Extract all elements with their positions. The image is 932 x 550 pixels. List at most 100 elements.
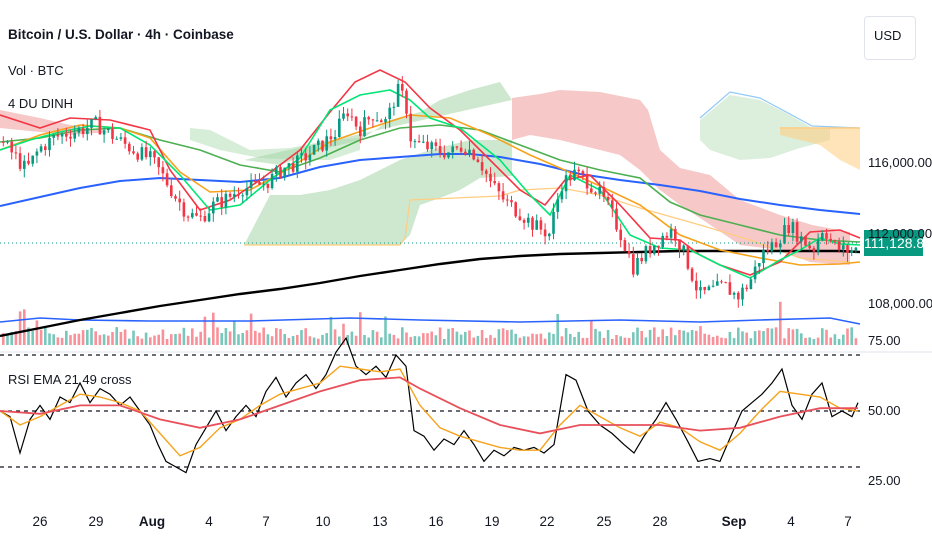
volume-bar — [18, 311, 22, 345]
volume-bar — [304, 328, 307, 345]
candle-body — [787, 225, 790, 233]
candle-body — [791, 222, 795, 233]
volume-bar — [791, 329, 795, 345]
volume-bar — [111, 332, 114, 345]
candle-body — [270, 173, 274, 188]
volume-bar — [325, 333, 328, 345]
volume-bar — [816, 337, 820, 345]
volume-bar — [182, 327, 186, 345]
volume-bar — [543, 338, 547, 345]
candle-body — [149, 151, 152, 158]
candle-body — [821, 233, 824, 240]
volume-bar — [266, 334, 270, 345]
volume-bar — [644, 337, 648, 345]
candle-body — [489, 173, 492, 182]
candle-body — [178, 198, 181, 203]
candle-body — [388, 107, 391, 119]
volume-bar — [417, 336, 421, 345]
volume-bar — [123, 329, 127, 345]
time-axis-label: 4 — [205, 514, 213, 529]
rsi-pane — [0, 336, 932, 474]
volume-bar — [245, 330, 249, 345]
chart-title: Bitcoin / U.S. Dollar · 4h · Coinbase — [8, 27, 234, 42]
candle-body — [829, 238, 832, 241]
candle-body — [724, 282, 727, 284]
candle-body — [606, 197, 610, 201]
candle-body — [581, 171, 585, 174]
volume-bar — [573, 337, 576, 345]
candle-body — [640, 258, 643, 262]
candle-body — [371, 119, 375, 121]
candle-body — [359, 126, 362, 137]
time-axis-label: Aug — [138, 514, 166, 529]
volume-bar — [98, 335, 102, 345]
candle-body — [543, 229, 547, 237]
candle-body — [182, 202, 186, 217]
volume-bar — [455, 331, 459, 345]
candle-body — [380, 120, 383, 123]
candle-body — [228, 193, 232, 197]
volume-bar — [690, 330, 694, 345]
volume-bar — [69, 335, 72, 345]
volume-bar — [241, 333, 244, 345]
volume-bar — [291, 336, 295, 345]
candle-body — [648, 246, 652, 254]
volume-bar — [560, 336, 564, 345]
price-candles — [2, 76, 858, 308]
volume-bar — [548, 332, 551, 345]
volume-bar — [350, 331, 354, 345]
ichimoku-cloud — [0, 82, 861, 265]
candle-body — [501, 191, 505, 200]
volume-bar — [300, 330, 303, 345]
cloud-segment — [780, 128, 860, 170]
volume-bar — [31, 330, 34, 345]
volume-bar — [52, 334, 55, 345]
candle-body — [627, 251, 631, 255]
candle-body — [237, 194, 240, 196]
volume-bar — [56, 337, 60, 345]
indicator-label[interactable]: 4 DU DINH — [8, 96, 74, 111]
candle-body — [81, 128, 85, 135]
volume-bar — [745, 332, 748, 345]
volume-bar — [606, 330, 610, 345]
candle-body — [808, 245, 811, 249]
candle-body — [459, 147, 463, 152]
volume-bar — [695, 330, 698, 345]
volume-bar — [758, 330, 761, 345]
volume-bar — [308, 336, 312, 345]
candle-body — [39, 146, 43, 152]
candle-body — [657, 245, 660, 248]
candle-body — [287, 163, 291, 168]
volume-bar — [825, 329, 828, 345]
volume-bar — [90, 327, 93, 345]
volume-bar — [220, 333, 223, 345]
rsi-ema49-line — [0, 376, 858, 435]
currency-button[interactable]: USD — [864, 16, 916, 60]
candle-body — [60, 133, 64, 137]
candle-body — [342, 113, 345, 119]
volume-bar — [199, 331, 202, 345]
volume-bar — [228, 331, 232, 345]
volume-bar — [23, 309, 26, 345]
volume-bar — [434, 335, 438, 345]
volume-bar — [770, 328, 774, 345]
candle-body — [73, 132, 76, 139]
volume-bar — [191, 328, 194, 345]
candle-body — [573, 169, 576, 181]
volume-bar — [661, 329, 664, 345]
volume-bar — [480, 330, 484, 345]
candle-body — [262, 183, 265, 185]
candle-body — [279, 167, 282, 178]
volume-bar — [367, 337, 370, 345]
volume-bar — [258, 332, 261, 345]
candle-body — [623, 240, 627, 251]
candle-body — [245, 188, 249, 196]
candle-body — [283, 167, 286, 178]
rsi-indicator-label[interactable]: RSI EMA 21 49 cross — [8, 372, 132, 387]
volume-indicator-label[interactable]: Vol · BTC — [8, 63, 64, 78]
volume-bar — [144, 332, 148, 345]
candle-body — [258, 181, 261, 185]
candle-body — [23, 160, 26, 169]
volume-bar — [27, 327, 30, 345]
